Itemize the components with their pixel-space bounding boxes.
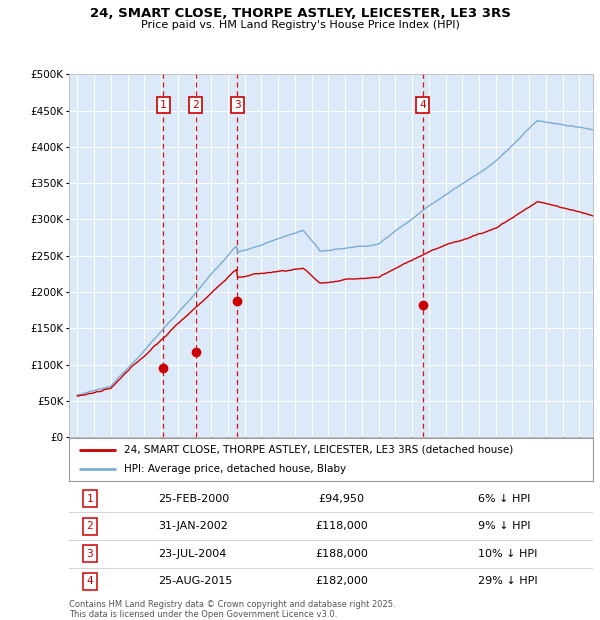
Text: 24, SMART CLOSE, THORPE ASTLEY, LEICESTER, LE3 3RS: 24, SMART CLOSE, THORPE ASTLEY, LEICESTE… xyxy=(89,7,511,20)
Text: 3: 3 xyxy=(234,100,241,110)
Text: 1: 1 xyxy=(86,494,94,503)
Text: 2: 2 xyxy=(193,100,199,110)
Text: 3: 3 xyxy=(86,549,94,559)
Text: 4: 4 xyxy=(419,100,427,110)
Text: 10% ↓ HPI: 10% ↓ HPI xyxy=(478,549,537,559)
Text: £118,000: £118,000 xyxy=(315,521,368,531)
Text: 9% ↓ HPI: 9% ↓ HPI xyxy=(478,521,530,531)
Text: £94,950: £94,950 xyxy=(319,494,364,503)
Text: 23-JUL-2004: 23-JUL-2004 xyxy=(158,549,226,559)
Text: 25-AUG-2015: 25-AUG-2015 xyxy=(158,577,232,587)
Text: 24, SMART CLOSE, THORPE ASTLEY, LEICESTER, LE3 3RS (detached house): 24, SMART CLOSE, THORPE ASTLEY, LEICESTE… xyxy=(124,445,513,454)
Text: Price paid vs. HM Land Registry's House Price Index (HPI): Price paid vs. HM Land Registry's House … xyxy=(140,20,460,30)
Text: 4: 4 xyxy=(86,577,94,587)
Text: 2: 2 xyxy=(86,521,94,531)
Text: Contains HM Land Registry data © Crown copyright and database right 2025.
This d: Contains HM Land Registry data © Crown c… xyxy=(69,600,395,619)
Text: HPI: Average price, detached house, Blaby: HPI: Average price, detached house, Blab… xyxy=(124,464,346,474)
Text: £182,000: £182,000 xyxy=(315,577,368,587)
Text: 1: 1 xyxy=(160,100,167,110)
Text: 29% ↓ HPI: 29% ↓ HPI xyxy=(478,577,537,587)
Text: £188,000: £188,000 xyxy=(315,549,368,559)
Text: 31-JAN-2002: 31-JAN-2002 xyxy=(158,521,228,531)
Text: 6% ↓ HPI: 6% ↓ HPI xyxy=(478,494,530,503)
Text: 25-FEB-2000: 25-FEB-2000 xyxy=(158,494,229,503)
